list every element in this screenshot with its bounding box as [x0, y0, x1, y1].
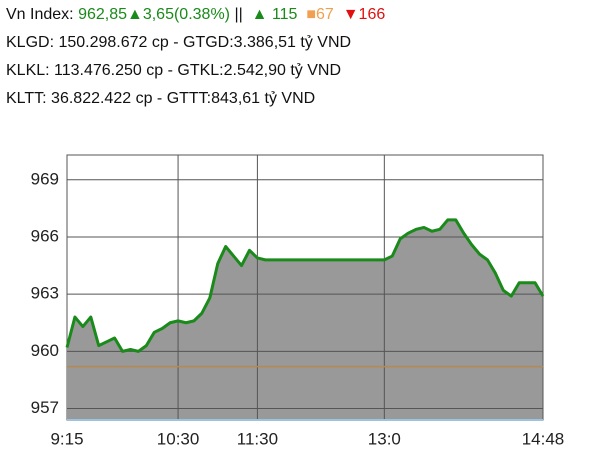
stats-line: KLKL: 113.476.250 cp - GTKL:2.542,90 tỷ … — [6, 62, 342, 79]
y-tick-label: 966 — [31, 226, 59, 245]
index-label: Vn Index: — [6, 6, 74, 23]
x-tick-label: 13:0 — [368, 429, 401, 448]
y-tick-label: 960 — [31, 341, 59, 360]
price-line — [65, 218, 545, 353]
area — [67, 219, 543, 420]
stats-line: KLTT: 36.822.422 cp - GTTT:843,61 tỷ VND — [6, 90, 316, 107]
x-tick-label: 9:15 — [50, 429, 83, 448]
declines: ▼166 — [342, 6, 386, 23]
x-tick-label: 11:30 — [237, 429, 278, 448]
separator: || — [234, 6, 243, 23]
y-tick-label: 969 — [31, 169, 59, 188]
y-tick-label: 957 — [31, 398, 59, 417]
unchanged: ■67 — [306, 6, 334, 23]
y-tick-label: 963 — [31, 284, 59, 303]
x-tick-label: 10:30 — [157, 429, 200, 448]
advances: ▲ 115 — [251, 6, 298, 23]
index-value: 962,85▲3,65(0.38%) — [78, 6, 230, 23]
x-tick-label: 14:48 — [522, 429, 565, 448]
stats-line: KLGD: 150.298.672 cp - GTGD:3.386,51 tỷ … — [6, 34, 352, 51]
index-line: Vn Index: 962,85▲3,65(0.38%) || ▲ 115 ■6… — [6, 6, 385, 24]
